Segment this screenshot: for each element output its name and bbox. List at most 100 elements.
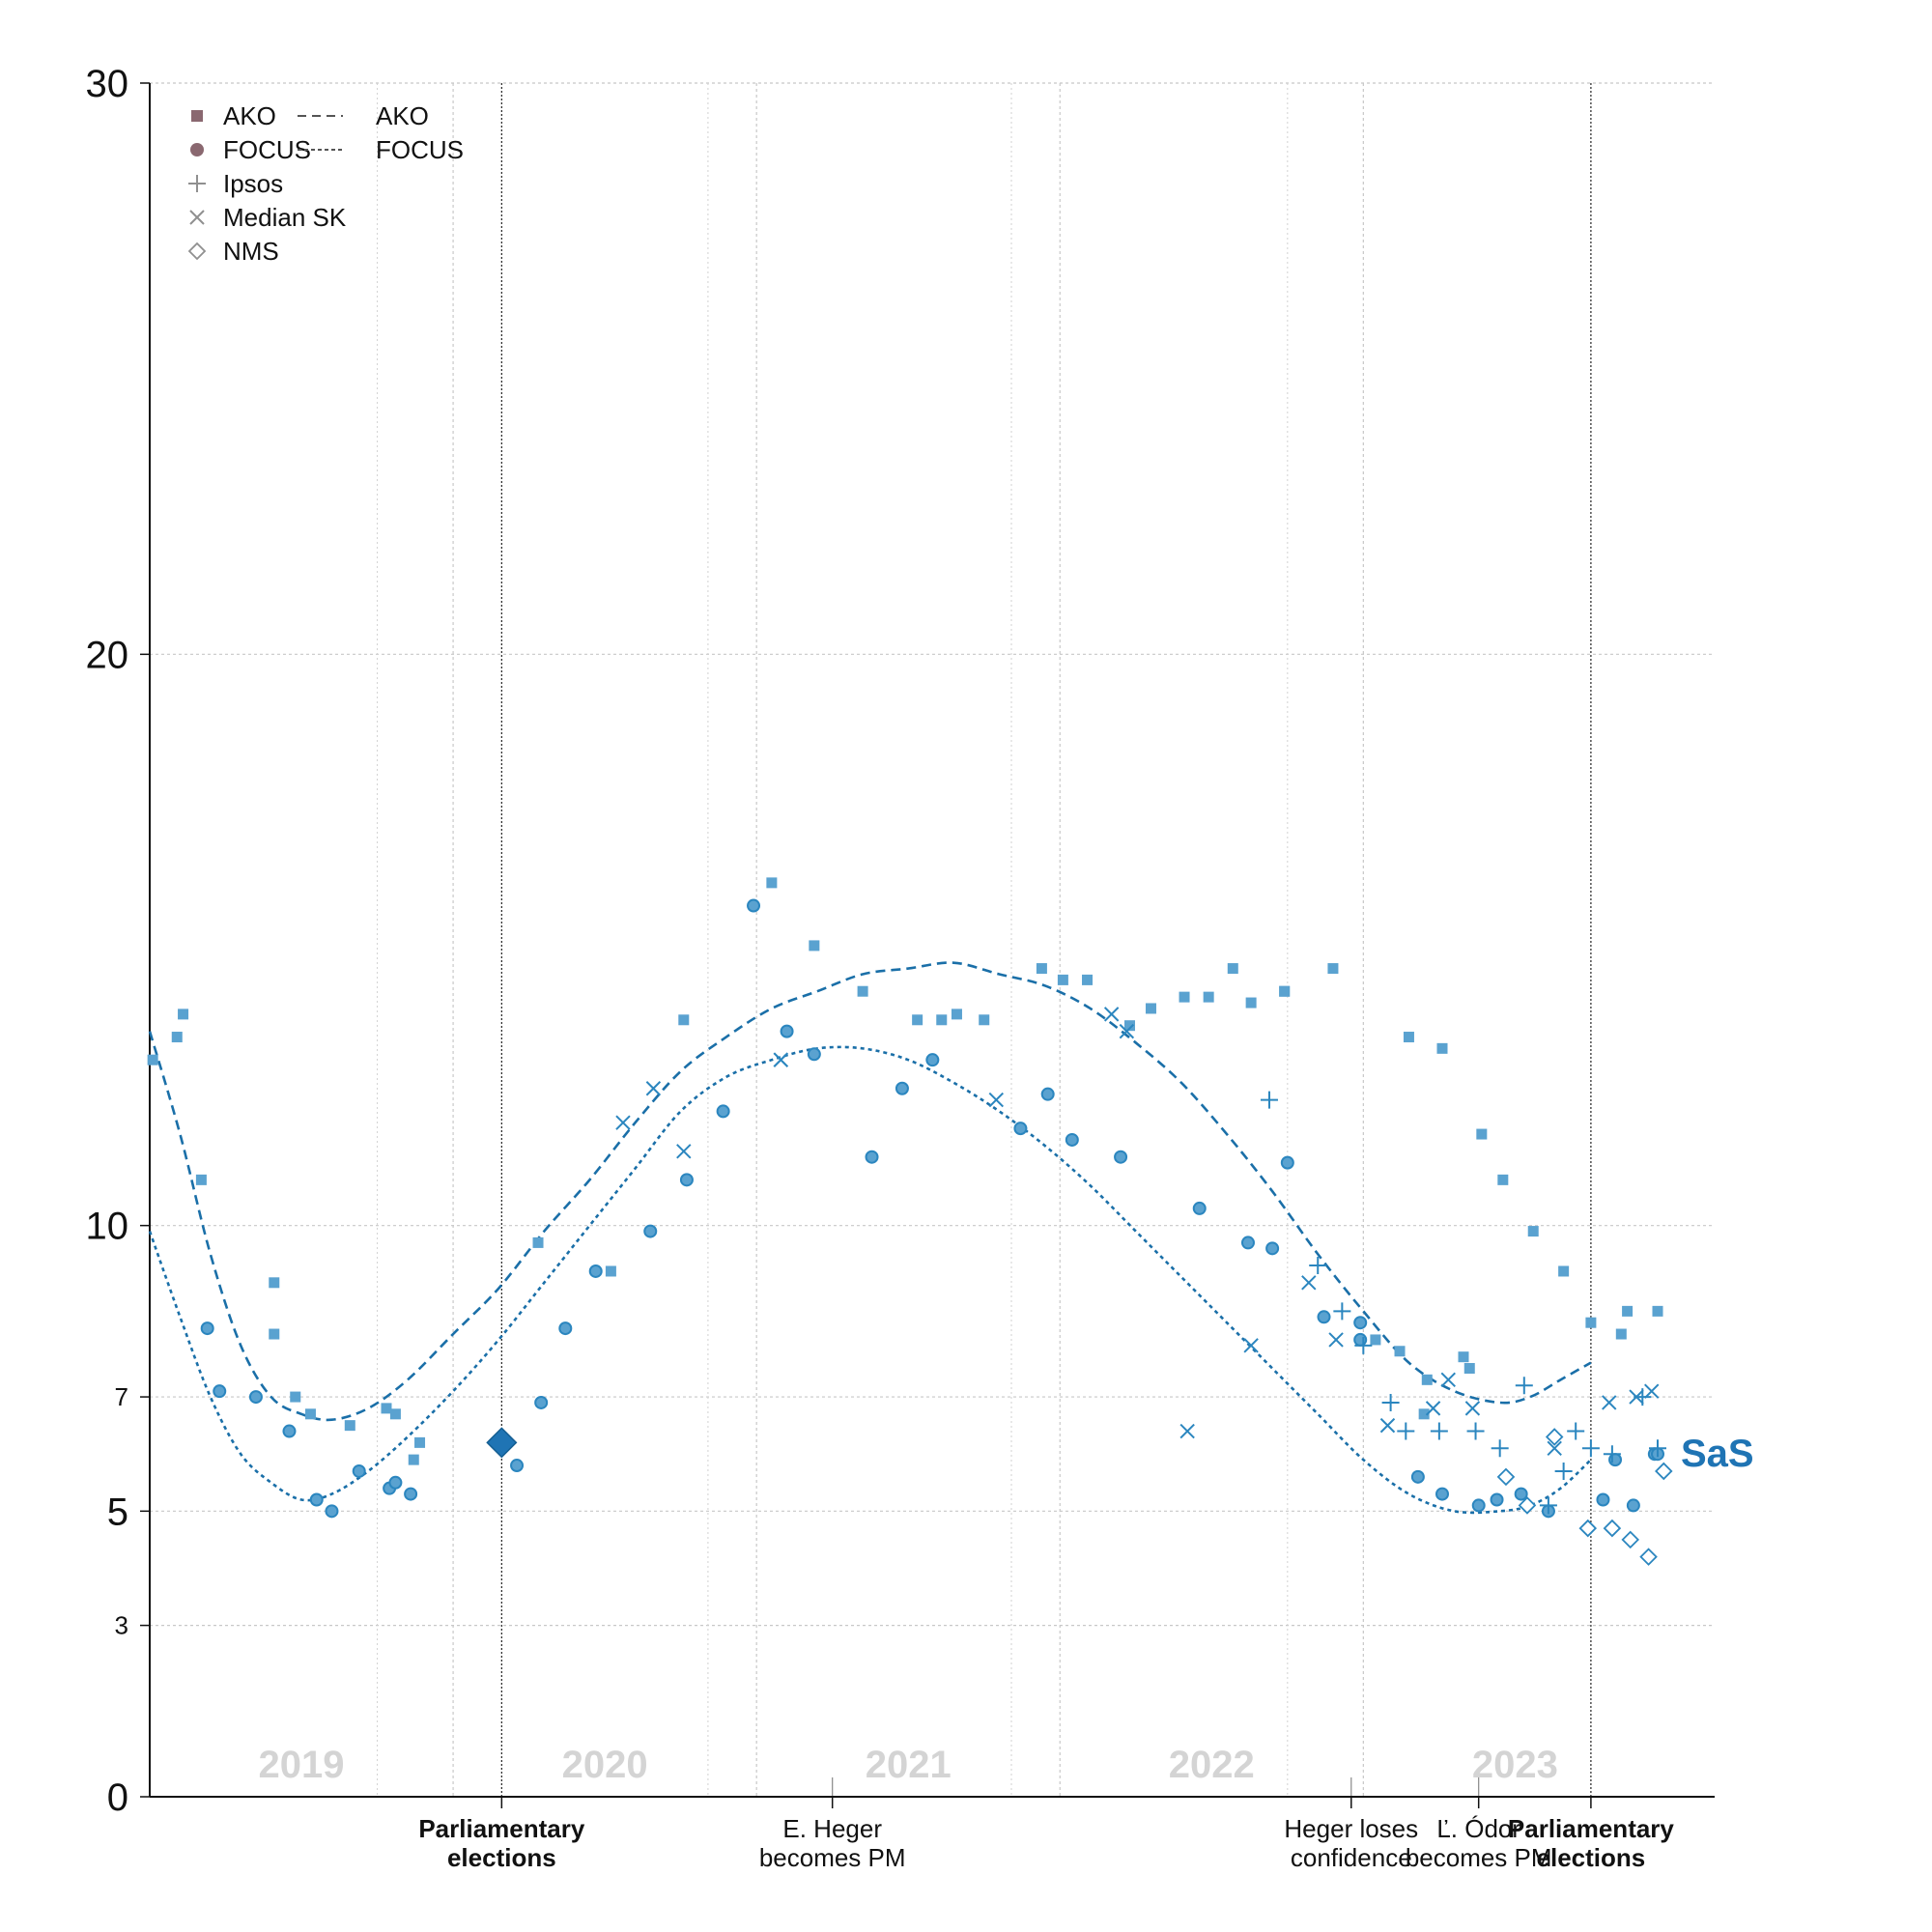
focus-point xyxy=(588,1264,603,1278)
median-sk-point xyxy=(1644,1383,1660,1399)
ako-point xyxy=(857,985,868,997)
y-tick-label: 30 xyxy=(86,63,129,105)
median-sk-point xyxy=(1328,1332,1344,1348)
ako-point xyxy=(1615,1328,1627,1340)
focus-point xyxy=(1317,1310,1331,1324)
election-result-marker xyxy=(486,1427,518,1459)
legend-square-icon xyxy=(191,110,203,122)
nms-point xyxy=(1621,1530,1640,1549)
nms-point xyxy=(1639,1548,1658,1566)
focus-point xyxy=(925,1053,940,1067)
focus-point xyxy=(1013,1122,1028,1136)
ako-point xyxy=(269,1277,280,1289)
median-sk-point xyxy=(645,1081,662,1096)
ako-point xyxy=(408,1454,419,1465)
year-label: 2019 xyxy=(259,1744,345,1786)
ako-point xyxy=(1036,963,1047,975)
event-label: becomes PM xyxy=(1406,1843,1552,1872)
ako-point xyxy=(1403,1032,1414,1043)
ipsos-point xyxy=(1466,1422,1485,1440)
median-sk-point xyxy=(1179,1423,1195,1439)
median-sk-point xyxy=(1301,1275,1317,1291)
focus-point xyxy=(1192,1201,1207,1215)
ako-point xyxy=(605,1265,616,1277)
focus-point xyxy=(1514,1487,1528,1501)
focus-point xyxy=(1608,1453,1623,1467)
median-sk-point xyxy=(1602,1395,1617,1410)
ako-point xyxy=(1082,974,1094,985)
ako-point xyxy=(1622,1305,1634,1317)
nms-point xyxy=(1603,1519,1622,1538)
ako-point xyxy=(1123,1020,1135,1032)
ipsos-point xyxy=(1333,1302,1351,1321)
focus-point xyxy=(1471,1498,1486,1513)
nms-point xyxy=(1496,1467,1516,1487)
focus-point xyxy=(1410,1469,1425,1484)
median-sk-point xyxy=(1379,1417,1396,1434)
event-label: Ľ. Ódor xyxy=(1436,1814,1520,1843)
event-label: E. Heger xyxy=(782,1814,882,1843)
ako-trend-line xyxy=(148,961,1592,1422)
median-sk-point xyxy=(1119,1023,1135,1039)
focus-point xyxy=(248,1390,263,1405)
ako-point xyxy=(1394,1346,1406,1357)
ako-point xyxy=(1370,1334,1381,1346)
ako-point xyxy=(414,1436,426,1448)
nms-point xyxy=(1518,1496,1537,1515)
ipsos-point xyxy=(1430,1422,1448,1440)
legend-label: FOCUS xyxy=(223,135,311,164)
ako-point xyxy=(344,1420,355,1432)
median-sk-point xyxy=(1547,1440,1562,1456)
median-sk-point xyxy=(1103,1007,1120,1022)
focus-point xyxy=(1265,1241,1280,1256)
median-sk-point xyxy=(1243,1338,1259,1353)
ako-point xyxy=(1558,1265,1570,1277)
ako-point xyxy=(1279,985,1291,997)
focus-point xyxy=(282,1424,297,1438)
event-label: elections xyxy=(447,1843,556,1872)
focus-point xyxy=(865,1150,879,1164)
ako-point xyxy=(1227,963,1238,975)
event-label: Heger loses xyxy=(1284,1814,1418,1843)
nms-point xyxy=(1655,1462,1673,1481)
ipsos-point xyxy=(1491,1439,1509,1458)
ako-point xyxy=(1463,1363,1475,1374)
focus-point xyxy=(1353,1316,1368,1330)
ipsos-point xyxy=(1397,1422,1415,1440)
focus-point xyxy=(388,1475,403,1490)
legend-label: Median SK xyxy=(223,203,347,232)
focus-point xyxy=(895,1081,909,1095)
y-tick-label: 5 xyxy=(107,1491,128,1533)
median-sk-point xyxy=(676,1144,692,1159)
ako-point xyxy=(1145,1003,1156,1014)
y-tick-label: 3 xyxy=(115,1611,128,1640)
median-sk-point xyxy=(773,1052,789,1067)
ako-point xyxy=(979,1014,990,1026)
ako-point xyxy=(809,940,820,952)
event-label: Parliamentary xyxy=(418,1814,585,1843)
focus-point xyxy=(747,898,761,913)
ipsos-point xyxy=(1554,1462,1573,1480)
focus-point xyxy=(200,1321,214,1336)
ipsos-point xyxy=(1581,1439,1600,1458)
legend-line-label: AKO xyxy=(376,101,429,130)
ipsos-point xyxy=(1649,1439,1666,1458)
ako-point xyxy=(1476,1128,1488,1140)
ako-point xyxy=(951,1009,962,1020)
ako-point xyxy=(195,1174,207,1185)
focus-point xyxy=(807,1047,821,1062)
focus-point xyxy=(1114,1150,1128,1164)
ako-point xyxy=(1497,1174,1509,1185)
ako-point xyxy=(936,1014,948,1026)
year-label: 2023 xyxy=(1472,1744,1558,1786)
ako-point xyxy=(1585,1317,1597,1328)
focus-point xyxy=(1040,1087,1055,1101)
legend-x-icon xyxy=(189,210,205,225)
ipsos-point xyxy=(1515,1377,1533,1395)
legend-circle-icon xyxy=(190,143,204,156)
ako-point xyxy=(1527,1226,1539,1237)
focus-point xyxy=(780,1024,794,1038)
ako-point xyxy=(1057,974,1068,985)
year-label: 2021 xyxy=(866,1744,952,1786)
